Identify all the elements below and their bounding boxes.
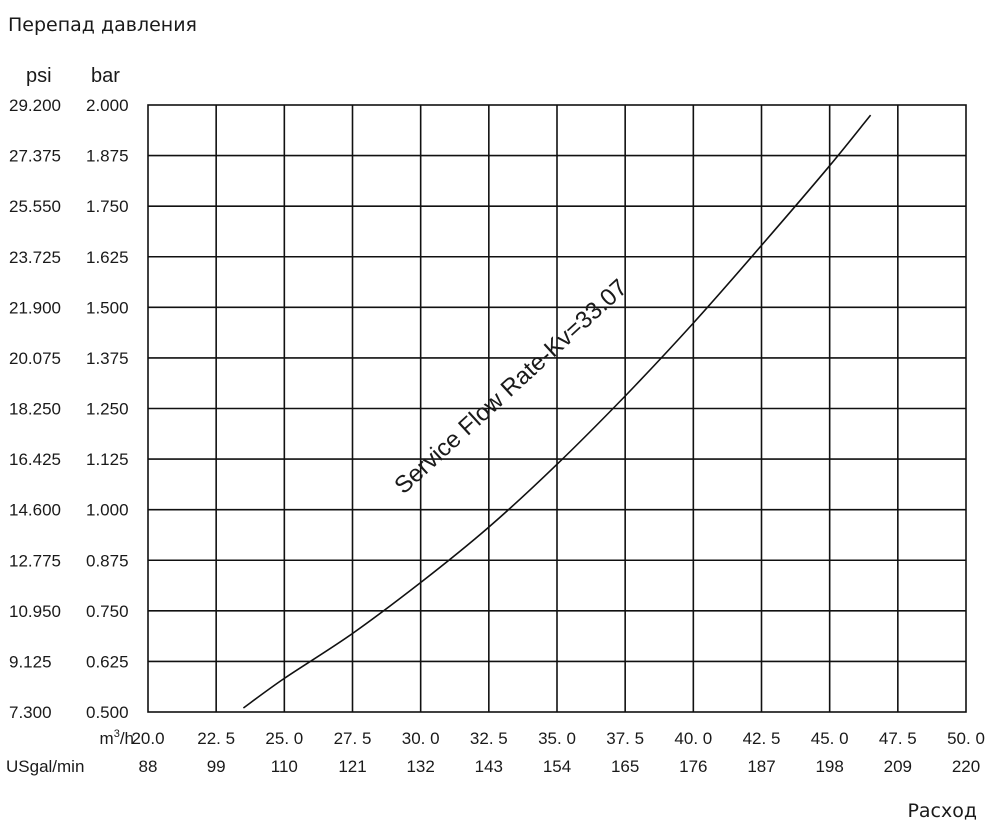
x-tick-label-m3h: 42. 5 [743,729,781,748]
y-tick-label-psi: 18.250 [9,400,61,419]
x-tick-label-usgal: 99 [207,757,226,776]
x-unit-m3h-sup: 3 [114,728,120,740]
x-tick-label-usgal: 88 [139,757,158,776]
y-tick-label-psi: 9.125 [9,652,52,671]
y-tick-label-bar: 1.125 [86,450,129,469]
x-tick-label-usgal: 154 [543,757,571,776]
y-tick-label-bar: 1.875 [86,147,129,166]
x-unit-m3h-suffix: /h [120,729,134,748]
y-tick-label-bar: 1.500 [86,298,129,317]
x-tick-label-usgal: 198 [815,757,843,776]
x-tick-label-m3h: 47. 5 [879,729,917,748]
y-tick-label-psi: 25.550 [9,197,61,216]
y-tick-label-bar: 0.750 [86,602,129,621]
x-tick-label-m3h: 32. 5 [470,729,508,748]
x-tick-label-m3h: 20.0 [131,729,164,748]
y-tick-label-bar: 0.875 [86,551,129,570]
y-tick-label-psi: 27.375 [9,147,61,166]
x-tick-label-usgal: 187 [747,757,775,776]
y-tick-label-psi: 21.900 [9,298,61,317]
chart-title: Перепад давления [8,14,197,36]
x-tick-label-usgal: 220 [952,757,980,776]
y-tick-label-bar: 0.500 [86,703,129,722]
y-tick-label-psi: 16.425 [9,450,61,469]
x-tick-label-usgal: 165 [611,757,639,776]
plot-frame [147,104,967,713]
y-tick-label-bar: 1.625 [86,248,129,267]
y-unit-psi: psi [26,65,52,87]
x-tick-labels: 20.0 88 22. 5 99 25. 0 110 27. 5 121 30. 0 132 32.… [131,729,984,776]
y-tick-label-psi: 29.200 [9,96,61,115]
x-tick-label-usgal: 121 [338,757,366,776]
x-tick-label-usgal: 132 [406,757,434,776]
x-tick-label-m3h: 25. 0 [265,729,303,748]
x-tick-label-usgal: 176 [679,757,707,776]
x-tick-label-m3h: 27. 5 [334,729,372,748]
grid [147,104,967,713]
x-unit-m3h-base: m [100,729,114,748]
x-tick-label-m3h: 35. 0 [538,729,576,748]
x-tick-label-m3h: 45. 0 [811,729,849,748]
y-tick-label-bar: 2.000 [86,96,129,115]
x-tick-label-m3h: 40. 0 [674,729,712,748]
y-tick-label-psi: 10.950 [9,602,61,621]
x-tick-label-m3h: 22. 5 [197,729,235,748]
y-tick-label-psi: 12.775 [9,551,61,570]
y-tick-label-psi: 14.600 [9,501,61,520]
series-line-service-flow-rate [242,114,872,709]
x-unit-usgal: USgal/min [6,757,84,776]
y-tick-label-psi: 7.300 [9,703,52,722]
x-tick-label-usgal: 209 [884,757,912,776]
x-unit-m3h: m3/h [100,728,134,748]
y-tick-labels: 29.200 2.000 27.375 1.875 25.550 1.750 23.725 1… [9,96,129,722]
x-tick-label-m3h: 50. 0 [947,729,985,748]
x-tick-label-usgal: 110 [271,757,298,776]
y-tick-label-psi: 20.075 [9,349,61,368]
y-tick-label-psi: 23.725 [9,248,61,267]
x-tick-label-m3h: 37. 5 [606,729,644,748]
y-tick-label-bar: 1.250 [86,400,129,419]
x-tick-label-m3h: 30. 0 [402,729,440,748]
y-tick-label-bar: 1.375 [86,349,129,368]
y-tick-label-bar: 1.000 [86,501,129,520]
x-tick-label-usgal: 143 [475,757,503,776]
y-tick-label-bar: 0.625 [86,652,129,671]
y-unit-bar: bar [91,65,120,87]
y-tick-label-bar: 1.750 [86,197,129,216]
x-axis-label: Расход [907,800,977,822]
